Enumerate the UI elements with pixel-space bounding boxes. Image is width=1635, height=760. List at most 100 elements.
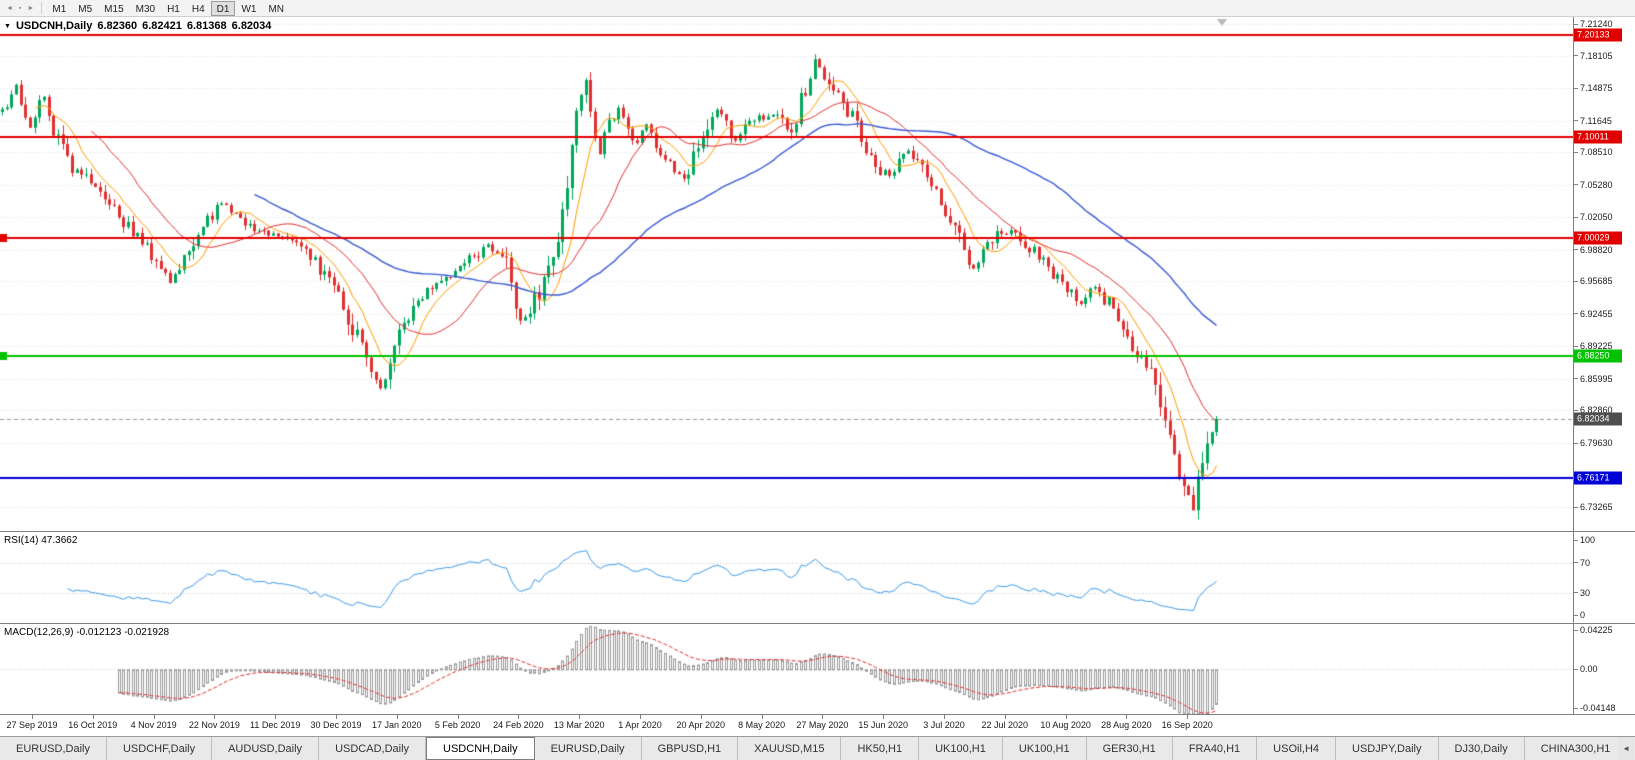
tab-16-china300-h1[interactable]: CHINA300,H1 [1524, 737, 1628, 760]
macd-axis[interactable]: 0.04225 0.00 -0.04148 [1573, 624, 1635, 714]
timeframe-button-m15[interactable]: M15 [104, 3, 124, 15]
tab-14-usdjpy-daily[interactable]: USDJPY,Daily [1336, 737, 1439, 760]
tab-12-fra40-h1[interactable]: FRA40,H1 [1172, 737, 1258, 760]
date-label: 3 Jul 2020 [923, 720, 965, 730]
hline-price-tag[interactable]: 7.10011 [1574, 130, 1622, 144]
date-label: 8 May 2020 [738, 720, 786, 730]
rsi-canvas[interactable] [0, 532, 1573, 623]
date-label: 27 May 2020 [796, 720, 849, 730]
price-label: 7.08510 [1580, 147, 1613, 158]
macd-label: MACD(12,26,9) -0.012123 -0.021928 [4, 627, 170, 638]
ohlc-open: 6.82360 [97, 20, 138, 32]
date-tick [883, 715, 885, 719]
price-label: 6.73265 [1580, 502, 1613, 513]
date-tick [1065, 715, 1067, 719]
price-label: 7.05280 [1580, 179, 1613, 190]
tab-7-xauusd-m15[interactable]: XAUUSD,M15 [738, 737, 842, 760]
rsi-axis[interactable]: 100 70 30 0 [1573, 532, 1635, 623]
scroll-left-icon[interactable]: ◄ [6, 4, 13, 12]
ohlc-low: 6.81368 [186, 20, 227, 32]
macd-axis-label: 0.04225 [1580, 625, 1613, 635]
price-tick [1574, 345, 1578, 347]
tab-3-usdcad-daily[interactable]: USDCAD,Daily [319, 737, 427, 760]
hline-price-tag[interactable]: 7.20133 [1574, 28, 1622, 42]
date-tick [822, 715, 824, 719]
date-label: 22 Jul 2020 [981, 720, 1029, 730]
price-label: 6.85995 [1580, 373, 1613, 384]
ohlc-close: 6.82034 [231, 20, 272, 32]
macd-tick [1574, 707, 1578, 709]
ohlc-high: 6.82421 [142, 20, 182, 32]
rsi-axis-label: 100 [1580, 535, 1596, 545]
rsi-tick [1574, 562, 1578, 563]
macd-tick [1574, 668, 1578, 670]
collapse-icon[interactable]: ▼ [4, 22, 11, 30]
date-label: 24 Feb 2020 [493, 720, 544, 730]
date-tick [944, 715, 945, 719]
tab-2-audusd-daily[interactable]: AUDUSD,Daily [212, 737, 320, 760]
macd-canvas[interactable] [0, 624, 1573, 714]
chart-tab-bar: EURUSD,Daily USDCHF,Daily AUDUSD,Daily USDC… [0, 736, 1635, 760]
tab-15-dj30-daily[interactable]: DJ30,Daily [1438, 737, 1525, 760]
price-label: 7.02050 [1580, 212, 1613, 223]
date-label: 22 Nov 2019 [188, 720, 240, 730]
date-label: 11 Dec 2019 [250, 720, 301, 730]
timeframe-button-h1[interactable]: H1 [167, 3, 180, 15]
timeframe-button-m30[interactable]: M30 [135, 3, 156, 15]
tab-11-ger30-h1[interactable]: GER30,H1 [1086, 737, 1173, 760]
timeframe-button-d1[interactable]: D1 [210, 0, 236, 16]
date-label: 16 Oct 2019 [68, 720, 118, 730]
macd-axis-label: 0.00 [1580, 664, 1598, 675]
price-label: 6.92455 [1580, 308, 1613, 319]
date-axis[interactable]: 27 Sep 2019 16 Oct 2019 4 Nov 2019 22 Nov 2… [0, 714, 1635, 736]
hline-price-tag[interactable]: 7.00029 [1574, 231, 1622, 245]
tab-13-usoil-h4[interactable]: USOil,H4 [1257, 737, 1337, 760]
bar-marker-icon[interactable]: ▪ [18, 4, 22, 12]
main-chart-canvas[interactable] [0, 17, 1573, 531]
price-label: 7.11645 [1580, 115, 1612, 126]
date-label: 17 Jan 2020 [372, 720, 422, 730]
macd-axis-label: -0.04148 [1580, 703, 1616, 713]
price-label: 6.82860 [1580, 405, 1613, 416]
date-tick [640, 715, 641, 719]
tab-10-uk100-h1[interactable]: UK100,H1 [1002, 737, 1087, 760]
tab-scroll-left-icon[interactable]: ◄ [1618, 737, 1634, 760]
tab-5-eurusd-daily[interactable]: EURUSD,Daily [534, 737, 642, 760]
main-chart-panel: ▼ USDCNH,Daily 6.82360 6.82421 6.81368 6… [0, 17, 1635, 531]
date-tick [1126, 715, 1128, 719]
price-label: 6.89225 [1580, 341, 1613, 352]
price-label: 7.18105 [1580, 50, 1613, 61]
price-tick [1574, 249, 1578, 251]
timeframe-button-h4[interactable]: H4 [191, 3, 205, 15]
timeframe-button-m5[interactable]: M5 [78, 3, 93, 15]
date-label: 30 Dec 2019 [310, 720, 362, 730]
price-tick [1574, 506, 1578, 508]
price-tick [1574, 378, 1578, 380]
rsi-label: RSI(14) 47.3662 [4, 535, 78, 546]
date-tick [579, 715, 581, 719]
tab-1-usdchf-daily[interactable]: USDCHF,Daily [106, 737, 213, 760]
scroll-right-icon[interactable]: ► [27, 4, 35, 12]
chart-title: ▼ USDCNH,Daily 6.82360 6.82421 6.81368 6… [4, 20, 271, 32]
toolbar: ◄ ▪ ► M1 M5 M15 M30 H1 H4 D1 W1 MN [0, 0, 1635, 17]
date-label: 27 Sep 2019 [6, 720, 58, 730]
date-tick [153, 715, 155, 719]
price-tick [1574, 184, 1578, 186]
hline-price-tag[interactable]: 6.76171 [1574, 471, 1622, 485]
tab-9-uk100-h1[interactable]: UK100,H1 [919, 737, 1003, 760]
price-axis[interactable]: 7.21240 7.18105 7.14875 7.11645 7.08510 7.052… [1573, 17, 1635, 531]
tab-8-hk50-h1[interactable]: HK50,H1 [841, 737, 920, 760]
price-tick [1574, 313, 1578, 315]
timeframe-button-mn[interactable]: MN [268, 3, 285, 15]
tab-4-usdcnh-daily[interactable]: USDCNH,Daily [426, 737, 535, 760]
tab-0-eurusd-daily[interactable]: EURUSD,Daily [0, 737, 107, 760]
timeframe-button-w1[interactable]: W1 [241, 3, 257, 15]
price-tick [1574, 87, 1578, 89]
rsi-axis-label: 30 [1580, 587, 1591, 598]
price-tick [1574, 151, 1578, 153]
timeframe-button-m1[interactable]: M1 [52, 3, 67, 15]
hline-price-tag[interactable]: 6.88250 [1574, 349, 1622, 363]
macd-tick [1574, 629, 1578, 631]
tab-6-gbpusd-h1[interactable]: GBPUSD,H1 [641, 737, 739, 760]
